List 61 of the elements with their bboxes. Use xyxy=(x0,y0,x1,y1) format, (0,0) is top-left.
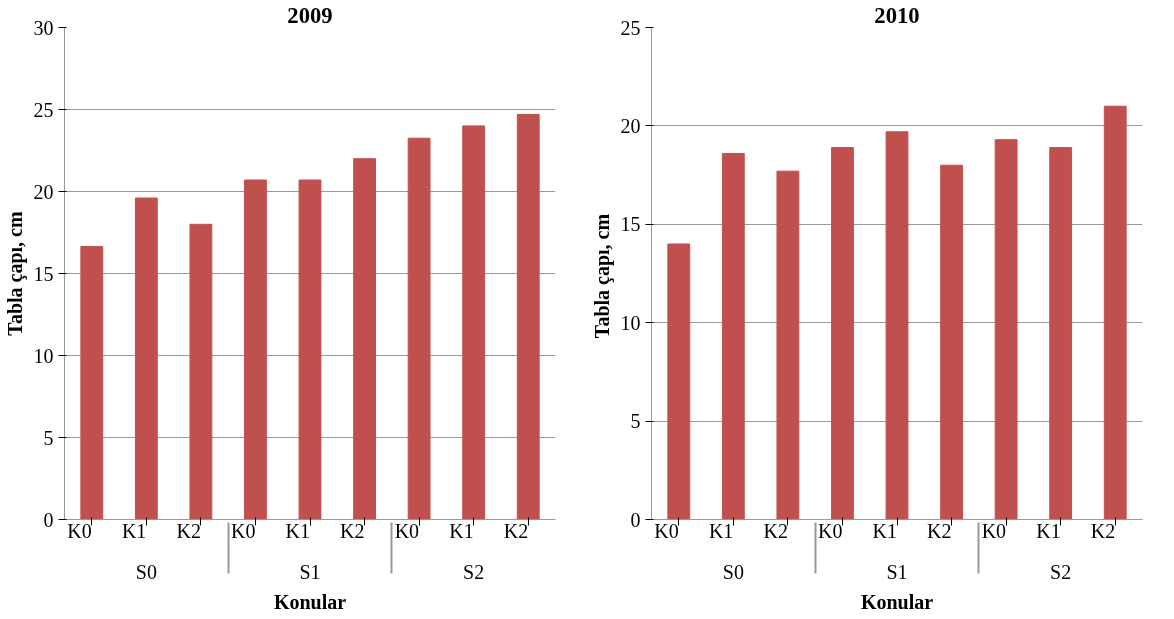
bar xyxy=(80,245,104,520)
x-tick-label: K1 xyxy=(449,519,474,542)
text: S1 xyxy=(299,560,321,583)
x-tick-label: K0 xyxy=(231,519,256,542)
bar xyxy=(353,158,376,520)
bar xyxy=(516,113,540,520)
y-tick-label: 10 xyxy=(33,344,54,367)
bar xyxy=(776,170,800,520)
text: S2 xyxy=(463,560,485,583)
bar xyxy=(407,137,431,520)
x-tick-label: K2 xyxy=(340,519,365,542)
y-tick-label: 10 xyxy=(620,311,641,334)
y-tick-label: 0 xyxy=(43,508,54,531)
y-tick-label: 20 xyxy=(33,180,54,203)
bar xyxy=(134,197,158,520)
x-tick-label: K0 xyxy=(394,519,420,542)
text: S2 xyxy=(1050,560,1072,583)
bar xyxy=(244,179,267,520)
x-tick-label: K1 xyxy=(285,519,311,542)
x-tick-label: K2 xyxy=(927,519,952,542)
y-tick-label: 5 xyxy=(630,410,641,433)
text: S1 xyxy=(886,560,908,583)
x-tick-label: K1 xyxy=(872,519,898,542)
y-tick-label: 0 xyxy=(630,508,641,531)
x-axis-title: Konular xyxy=(273,590,347,613)
y-tick-label: 20 xyxy=(620,114,641,137)
x-tick-label: K2 xyxy=(1090,519,1116,542)
bar xyxy=(462,125,486,520)
text: S0 xyxy=(722,560,744,583)
bar xyxy=(1049,147,1073,520)
y-axis-title: Tabla çapı, cm xyxy=(3,211,27,336)
chart-title: 2010 xyxy=(874,2,920,28)
bar xyxy=(940,164,963,520)
x-tick-label: K2 xyxy=(763,519,788,542)
bar xyxy=(298,179,322,520)
bar xyxy=(189,223,213,520)
x-tick-label: K0 xyxy=(818,519,843,542)
x-tick-label: K1 xyxy=(1036,519,1061,542)
text: S0 xyxy=(135,560,157,583)
x-tick-label: K0 xyxy=(654,519,679,542)
x-tick-label: K2 xyxy=(503,519,529,542)
y-tick-label: 25 xyxy=(33,98,54,121)
x-tick-label: K0 xyxy=(67,519,92,542)
x-tick-label: K1 xyxy=(121,519,147,542)
bar xyxy=(994,139,1018,520)
bar xyxy=(667,243,691,520)
bar xyxy=(831,147,854,520)
y-tick-label: 15 xyxy=(33,262,54,285)
y-tick-label: 30 xyxy=(33,16,54,39)
y-tick-label: 15 xyxy=(620,213,641,236)
y-axis-title: Tabla çapı, cm xyxy=(590,213,614,339)
bar xyxy=(885,131,909,520)
y-tick-label: 5 xyxy=(43,426,54,449)
x-tick-label: K2 xyxy=(176,519,201,542)
x-tick-label: K1 xyxy=(708,519,734,542)
bar xyxy=(721,152,745,520)
x-tick-label: K0 xyxy=(981,519,1007,542)
bar xyxy=(1103,105,1127,520)
x-axis-title: Konular xyxy=(860,590,934,613)
y-tick-label: 25 xyxy=(620,16,641,39)
chart-title: 2009 xyxy=(287,2,333,28)
